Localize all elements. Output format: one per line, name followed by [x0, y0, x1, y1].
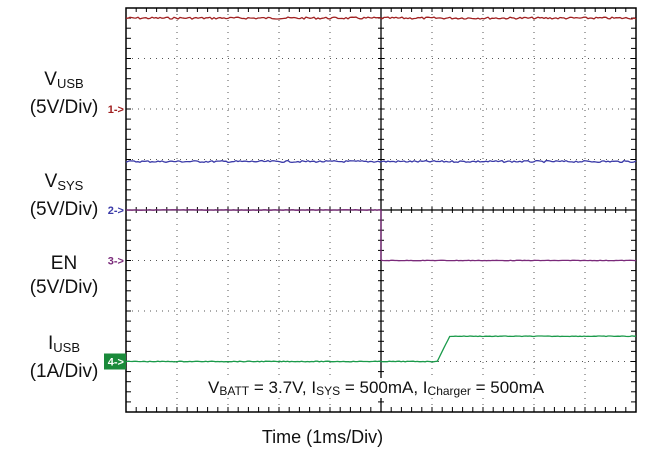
marker-ch1: 1->	[108, 104, 124, 116]
ch1-label: VUSB (5V/Div)	[29, 69, 99, 118]
marker-ch3: 3->	[108, 256, 124, 268]
marker-ch4-bg	[104, 353, 126, 370]
trace-ch1	[125, 16, 637, 20]
marker-ch4: 4->	[108, 357, 124, 369]
trace-ch3	[125, 209, 637, 262]
ch2-label: VSYS (5V/Div)	[29, 171, 99, 220]
x-axis-label: Time (1ms/Div)	[261, 427, 384, 447]
trace-ch2	[125, 159, 637, 164]
conditions-annotation: VBATT = 3.7V, ISYS = 500mA, ICharger = 5…	[206, 378, 547, 398]
ch3-label: EN (5V/Div)	[29, 253, 99, 298]
trace-ch4	[125, 335, 636, 363]
ch4-label: IUSB (1A/Div)	[29, 333, 99, 382]
marker-ch2: 2->	[108, 205, 124, 217]
